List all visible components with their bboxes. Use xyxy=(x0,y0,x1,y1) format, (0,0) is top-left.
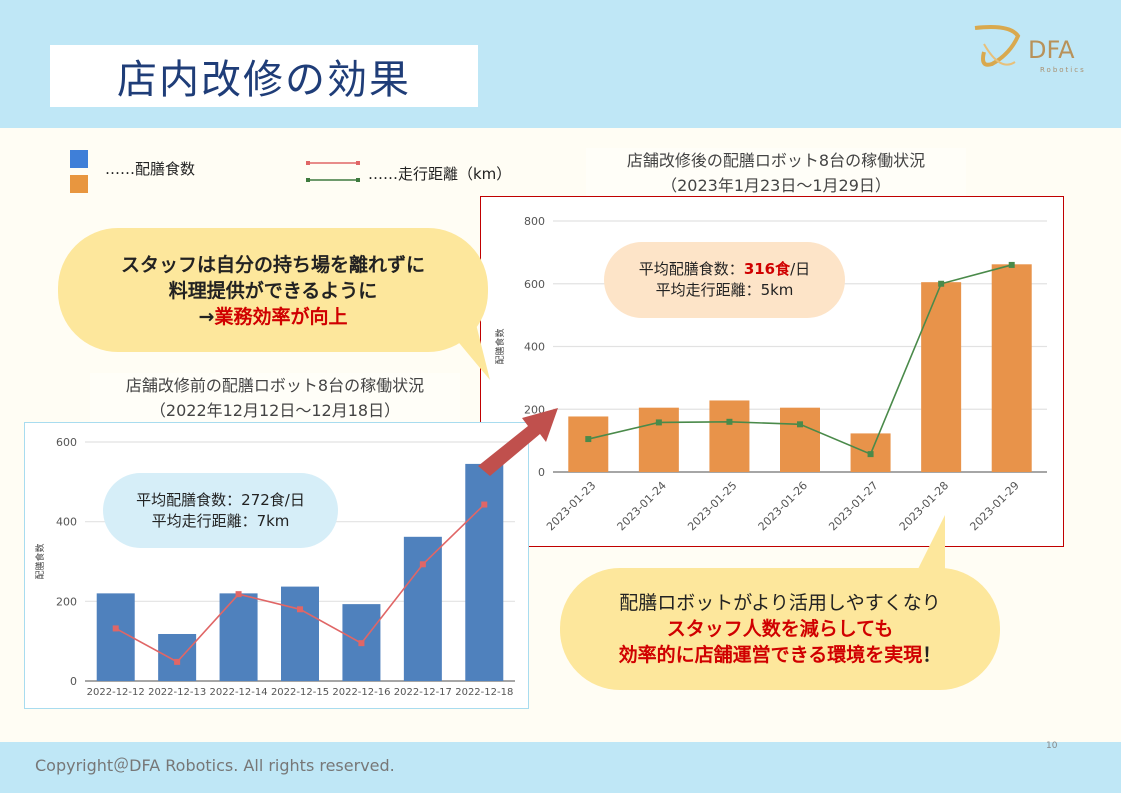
legend-line-swatches xyxy=(306,161,360,182)
y-tick-label: 400 xyxy=(56,516,77,529)
chart-before-title-block: 店舗改修前の配膳ロボット8台の稼働状況 （2022年12月12日〜12月18日） xyxy=(90,373,460,423)
annotation-suffix: /日 xyxy=(790,260,811,278)
x-tick-label: 2022-12-14 xyxy=(210,687,268,698)
bar xyxy=(568,416,609,472)
line-point xyxy=(1008,261,1015,268)
legend-line-label: ……走行距離（km） xyxy=(368,165,512,183)
callout-bottom-suffix: ！ xyxy=(922,644,942,666)
page-number: 10 xyxy=(1046,741,1058,751)
dfa-logo: DFA Robotics xyxy=(974,25,1086,74)
line-point xyxy=(655,419,662,426)
y-tick-label: 800 xyxy=(524,215,545,228)
chart-before: 0 200 400 600 配膳食数 2022-12-12 2022-12-13 2022-1… xyxy=(24,422,529,709)
callout-bottom-line2: スタッフ人数を減らしても xyxy=(666,618,894,640)
line-point xyxy=(867,451,874,458)
y-axis-label: 配膳食数 xyxy=(494,328,506,364)
trend-arrow-icon xyxy=(478,408,558,476)
x-tick-label: 2023-01-26 xyxy=(756,479,810,533)
y-tick-label: 0 xyxy=(70,675,77,688)
x-tick-label: 2023-01-24 xyxy=(615,479,669,533)
bar xyxy=(921,282,962,472)
bar xyxy=(465,463,504,681)
bar xyxy=(780,407,820,472)
legend-bar-label: ……配膳食数 xyxy=(105,160,196,178)
bar xyxy=(158,633,197,681)
legend-swatch-orange xyxy=(70,175,88,193)
bar xyxy=(709,400,750,472)
y-tick-label: 200 xyxy=(56,595,77,608)
line-point xyxy=(938,280,945,287)
line-point xyxy=(797,421,803,428)
chart-after-title-block: 店舗改修後の配膳ロボット8台の稼働状況 （2023年1月23日〜1月29日） xyxy=(586,148,966,198)
line-point xyxy=(585,436,592,443)
bar xyxy=(219,593,258,681)
line-point xyxy=(112,625,119,632)
x-tick-label: 2023-01-25 xyxy=(685,479,739,533)
x-tick-label: 2022-12-12 xyxy=(87,687,145,698)
x-tick-label: 2023-01-27 xyxy=(826,479,880,533)
svg-text:DFA: DFA xyxy=(1028,36,1075,64)
x-tick-label: 2022-12-13 xyxy=(148,687,206,698)
line-point xyxy=(235,591,242,598)
bar xyxy=(638,407,679,472)
line-point xyxy=(481,501,488,508)
callout-top-highlight: 業務効率が向上 xyxy=(214,306,348,328)
y-tick-label: 400 xyxy=(524,341,545,354)
bar xyxy=(96,593,135,681)
copyright: Copyright＠DFA Robotics. All rights reser… xyxy=(35,756,395,775)
bar xyxy=(403,536,442,681)
arrow-glyph: → xyxy=(198,306,215,328)
callout-bottom: 配膳ロボットがより活用しやすくなり スタッフ人数を減らしても 効率的に店舗運営で… xyxy=(560,568,1000,690)
callout-top: スタッフは自分の持ち場を離れずに 料理提供ができるように →業務効率が向上 xyxy=(58,228,488,352)
legend-swatch-blue xyxy=(70,150,88,168)
bar xyxy=(281,586,319,681)
page-title: 店内改修の効果 xyxy=(50,45,478,107)
chart-after-annotation: 平均配膳食数：316食/日 平均走行距離：5km xyxy=(604,242,845,318)
line-point xyxy=(358,640,365,647)
footer-band xyxy=(0,742,1121,793)
bar xyxy=(991,264,1032,472)
y-tick-label: 0 xyxy=(538,466,545,479)
annotation-prefix: 平均配膳食数： xyxy=(638,260,744,278)
annotation-line2: 平均走行距離：5km xyxy=(655,281,794,299)
callout-bottom-line1: 配膳ロボットがより活用しやすくなり xyxy=(619,592,941,614)
x-tick-label: 2022-12-15 xyxy=(271,687,329,698)
callout-top-line2: 料理提供ができるように xyxy=(168,280,378,302)
annotation-highlight: 316食 xyxy=(743,260,791,278)
line-point xyxy=(726,418,733,425)
chart-before-annotation: 平均配膳食数：272食/日 平均走行距離：7km xyxy=(103,473,338,548)
y-tick-label: 600 xyxy=(56,436,77,449)
svg-text:Robotics: Robotics xyxy=(1040,66,1086,74)
y-tick-label: 600 xyxy=(524,278,545,291)
x-tick-label: 2022-12-18 xyxy=(455,687,513,698)
x-tick-label: 2022-12-17 xyxy=(394,687,452,698)
line-point xyxy=(174,658,181,665)
annotation-line2: 平均走行距離：7km xyxy=(151,511,290,530)
callout-top-line1: スタッフは自分の持ち場を離れずに xyxy=(120,254,425,276)
y-tick-label: 200 xyxy=(524,403,545,416)
callout-bottom-highlight: 効率的に店舗運営できる環境を実現 xyxy=(618,644,923,666)
line-point xyxy=(419,561,426,568)
annotation-line1: 平均配膳食数：272食/日 xyxy=(136,490,305,509)
chart-after-subtitle: （2023年1月23日〜1月29日） xyxy=(661,176,891,195)
line-point xyxy=(297,606,303,613)
callout-bottom-tail xyxy=(915,515,945,575)
x-tick-label: 2023-01-29 xyxy=(967,479,1021,533)
chart-after-title: 店舗改修後の配膳ロボット8台の稼働状況 xyxy=(626,151,926,170)
y-axis-label: 配膳食数 xyxy=(34,543,46,579)
chart-before-title: 店舗改修前の配膳ロボット8台の稼働状況 xyxy=(125,376,425,395)
chart-before-subtitle: （2022年12月12日〜12月18日） xyxy=(149,401,401,420)
x-tick-label: 2022-12-16 xyxy=(332,687,390,698)
x-tick-label: 2023-01-23 xyxy=(544,479,598,533)
